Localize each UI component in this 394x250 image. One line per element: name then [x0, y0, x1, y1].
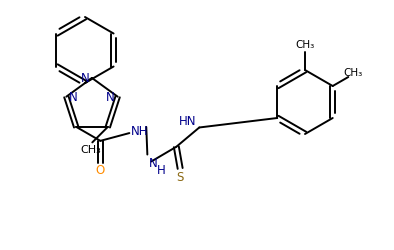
Text: HN: HN	[178, 114, 196, 128]
Text: N: N	[81, 72, 89, 85]
Text: CH₃: CH₃	[80, 145, 101, 155]
Text: H: H	[157, 163, 166, 176]
Text: S: S	[177, 170, 184, 183]
Text: CH₃: CH₃	[344, 68, 363, 78]
Text: O: O	[96, 164, 105, 177]
Text: N: N	[149, 156, 158, 169]
Text: CH₃: CH₃	[296, 40, 315, 50]
Text: N: N	[69, 91, 78, 104]
Text: NH: NH	[130, 124, 148, 137]
Text: N: N	[106, 91, 115, 104]
